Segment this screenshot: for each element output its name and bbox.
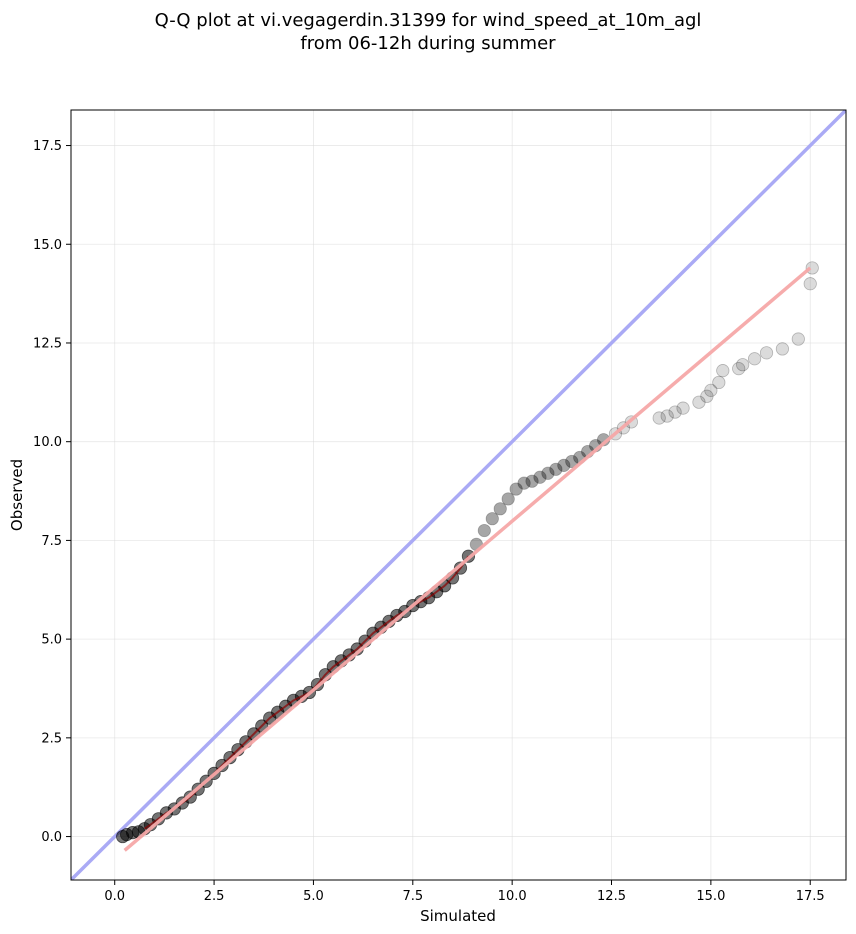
qq-point — [775, 342, 790, 356]
x-axis-label: Simulated — [420, 907, 496, 925]
x-tick-label: 15.0 — [696, 889, 725, 904]
y-tick-label: 10.0 — [33, 435, 62, 450]
x-tick-label: 2.5 — [204, 889, 225, 904]
y-tick-label: 12.5 — [33, 336, 62, 351]
y-tick-label: 0.0 — [41, 830, 62, 845]
qq-point — [704, 383, 718, 397]
grid — [71, 110, 846, 880]
y-axis-ticks: 0.0 2.5 5.0 7.5 10.0 12.5 15.0 17.5 — [33, 139, 71, 845]
qq-point — [747, 352, 762, 366]
identity-line — [71, 110, 846, 880]
qq-point — [732, 362, 746, 376]
qq-point — [716, 364, 730, 378]
y-axis-label: Observed — [8, 459, 26, 531]
qq-point — [803, 277, 817, 291]
qq-point — [501, 492, 515, 506]
y-tick-label: 15.0 — [33, 238, 62, 253]
qq-point — [557, 458, 571, 472]
chart-title-line-1: Q-Q plot at vi.vegagerdin.31399 for wind… — [155, 10, 702, 31]
x-axis-ticks: 0.0 2.5 5.0 7.5 10.0 12.5 15.0 17.5 — [104, 880, 825, 904]
qq-point — [533, 470, 547, 484]
y-tick-label: 5.0 — [41, 633, 62, 648]
qq-point — [509, 482, 523, 496]
chart-title-line-2: from 06-12h during summer — [300, 33, 556, 54]
y-tick-label: 7.5 — [41, 534, 62, 549]
y-tick-label: 17.5 — [33, 139, 62, 154]
qq-point — [525, 474, 539, 488]
qq-point — [565, 454, 579, 469]
x-tick-label: 17.5 — [796, 889, 825, 904]
qq-point — [541, 466, 555, 480]
qq-point — [660, 409, 674, 423]
qq-point — [652, 411, 666, 425]
qq-point — [549, 462, 563, 476]
qq-point — [493, 502, 507, 516]
x-tick-label: 10.0 — [498, 889, 527, 904]
qq-point — [791, 332, 805, 346]
qq-point — [676, 401, 690, 415]
qq-point — [712, 375, 726, 390]
plot-marks — [71, 110, 846, 880]
qq-point — [485, 512, 499, 526]
qq-point — [477, 523, 491, 538]
qq-point — [668, 405, 682, 419]
plot-frame — [70, 109, 847, 881]
qq-point — [700, 389, 714, 403]
x-tick-label: 0.0 — [104, 889, 125, 904]
x-tick-label: 5.0 — [303, 889, 324, 904]
qq-point — [736, 358, 750, 372]
qq-point — [517, 476, 531, 490]
y-tick-label: 2.5 — [41, 731, 62, 746]
fit-line — [123, 266, 812, 852]
qq-point — [692, 395, 706, 409]
qq-point — [759, 346, 774, 360]
x-tick-label: 7.5 — [402, 889, 423, 904]
x-tick-label: 12.5 — [597, 889, 626, 904]
